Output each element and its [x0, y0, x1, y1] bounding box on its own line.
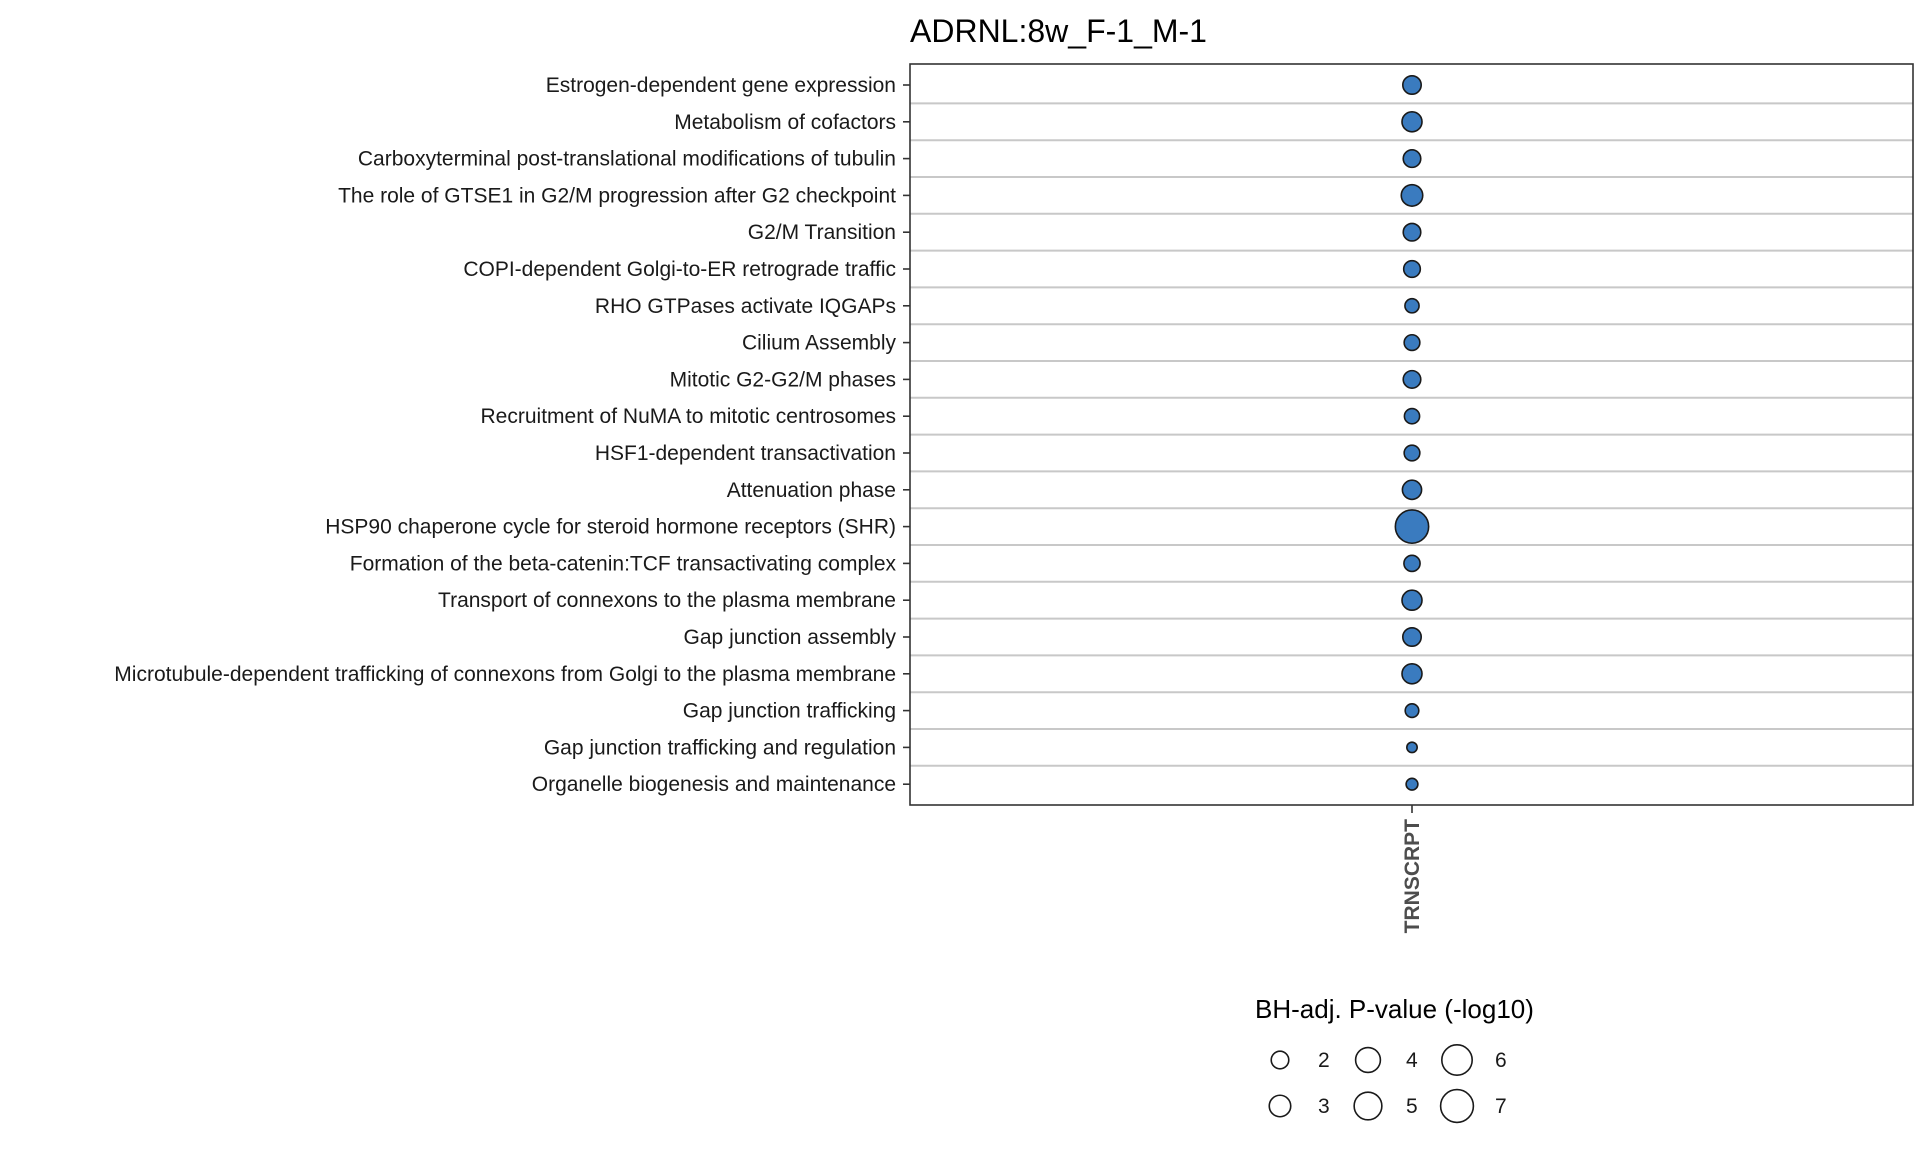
- data-point: [1402, 222, 1422, 242]
- legend-key-circle: [1353, 1091, 1383, 1121]
- data-point: [1402, 149, 1422, 169]
- data-point: [1403, 407, 1421, 425]
- chart-title: ADRNL:8w_F-1_M-1: [910, 13, 1207, 49]
- y-tick-label: Cilium Assembly: [742, 332, 897, 355]
- x-tick-label: TRNSCRPT: [1401, 819, 1424, 934]
- legend-key-circle: [1268, 1094, 1292, 1118]
- data-point: [1404, 297, 1420, 314]
- legend-title: BH-adj. P-value (-log10): [1255, 994, 1534, 1024]
- y-tick-label: HSP90 chaperone cycle for steroid hormon…: [325, 516, 896, 539]
- legend-key-label: 6: [1495, 1049, 1507, 1072]
- data-point: [1401, 111, 1423, 133]
- size-legend: BH-adj. P-value (-log10) 2 3 4 5 6 7: [1255, 994, 1534, 1124]
- y-tick-label: RHO GTPases activate IQGAPs: [595, 295, 896, 318]
- y-tick-label: COPI-dependent Golgi-to-ER retrograde tr…: [463, 258, 896, 281]
- y-tick-label: Microtubule-dependent trafficking of con…: [114, 663, 896, 686]
- y-tick-label: Gap junction assembly: [684, 626, 897, 649]
- data-point: [1401, 662, 1423, 685]
- y-tick-label: Formation of the beta-catenin:TCF transa…: [350, 552, 897, 575]
- y-tick-label: Metabolism of cofactors: [674, 111, 896, 134]
- y-tick-label: G2/M Transition: [748, 221, 896, 244]
- y-tick-label: Gap junction trafficking: [683, 700, 896, 723]
- y-axis-labels: Estrogen-dependent gene expression Metabo…: [114, 74, 910, 796]
- y-tick-label: Organelle biogenesis and maintenance: [532, 773, 896, 796]
- data-point: [1405, 777, 1419, 791]
- legend-key-label: 3: [1318, 1095, 1330, 1118]
- legend-key-circle: [1439, 1088, 1475, 1124]
- data-point: [1394, 509, 1430, 545]
- y-tick-label: Gap junction trafficking and regulation: [544, 736, 896, 759]
- legend-key-label: 2: [1318, 1049, 1330, 1072]
- data-points: [1394, 75, 1430, 791]
- data-point: [1404, 703, 1420, 719]
- data-point: [1400, 183, 1424, 207]
- data-point: [1403, 333, 1421, 352]
- y-tick-label: The role of GTSE1 in G2/M progression af…: [338, 184, 896, 207]
- plot-panel: [909, 63, 1914, 806]
- y-tick-label: Attenuation phase: [727, 479, 896, 502]
- y-tick-label: Recruitment of NuMA to mitotic centrosom…: [481, 405, 896, 428]
- legend-key-circle: [1270, 1050, 1290, 1070]
- y-tick-label: Mitotic G2-G2/M phases: [670, 368, 896, 391]
- data-point: [1402, 369, 1422, 389]
- legend-key-label: 5: [1406, 1095, 1418, 1118]
- y-tick-label: Transport of connexons to the plasma mem…: [438, 589, 896, 612]
- legend-key-label: 7: [1495, 1095, 1507, 1118]
- legend-key-label: 4: [1406, 1049, 1418, 1072]
- data-point: [1406, 741, 1418, 754]
- y-tick-label: Carboxyterminal post-translational modif…: [358, 148, 896, 171]
- legend-key-circle: [1354, 1046, 1382, 1074]
- data-point: [1403, 444, 1421, 462]
- y-tick-label: HSF1-dependent transactivation: [595, 442, 896, 465]
- data-point: [1403, 554, 1421, 573]
- data-point: [1402, 75, 1423, 96]
- data-point: [1402, 626, 1423, 647]
- data-point: [1402, 259, 1422, 279]
- y-tick-label: Estrogen-dependent gene expression: [546, 74, 896, 97]
- x-axis: TRNSCRPT: [1401, 805, 1424, 933]
- data-point: [1401, 479, 1423, 501]
- legend-key-circle: [1441, 1044, 1473, 1076]
- data-point: [1401, 589, 1423, 612]
